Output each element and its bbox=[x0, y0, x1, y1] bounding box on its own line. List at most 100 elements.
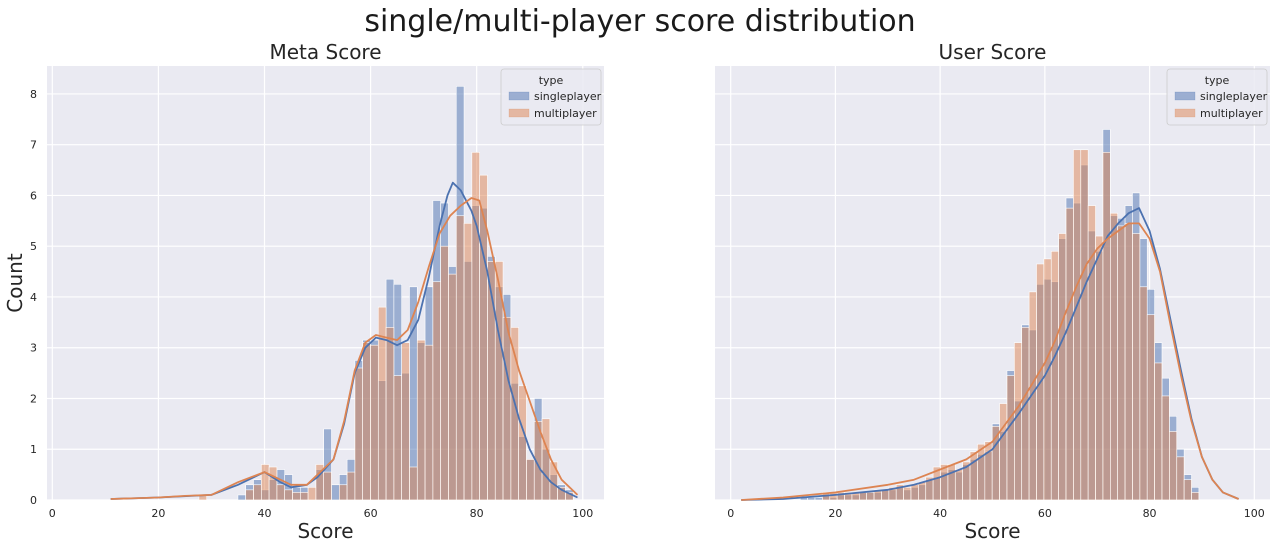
legend-swatch-singleplayer bbox=[508, 91, 530, 101]
histogram-bar-multiplayer bbox=[1191, 492, 1200, 501]
histogram-bar-multiplayer bbox=[448, 273, 457, 501]
shared-y-axis-label: Count bbox=[3, 253, 27, 313]
x-tick-label: 40 bbox=[257, 507, 271, 520]
kde-line-multiplayer bbox=[741, 222, 1239, 501]
histogram-bar-multiplayer bbox=[918, 481, 927, 501]
y-tick-label: 5 bbox=[30, 240, 37, 253]
histogram-bar-multiplayer bbox=[541, 418, 551, 501]
histogram-bar-multiplayer bbox=[471, 151, 480, 501]
x-tick-label: 0 bbox=[727, 507, 734, 520]
histogram-bar-multiplayer bbox=[300, 492, 309, 501]
histogram-bar-multiplayer bbox=[1080, 149, 1089, 501]
histogram-bar-multiplayer bbox=[284, 489, 293, 501]
panel-title: Meta Score bbox=[269, 40, 381, 64]
histogram-bar-multiplayer bbox=[1183, 479, 1192, 501]
histogram-bar-multiplayer bbox=[245, 489, 254, 501]
x-tick-label: 0 bbox=[49, 507, 56, 520]
histogram-bar-multiplayer bbox=[1146, 314, 1155, 501]
y-tick-label: 2 bbox=[30, 392, 37, 405]
legend-label-multiplayer: multiplayer bbox=[534, 107, 597, 120]
histogram-bar-multiplayer bbox=[385, 327, 395, 501]
histogram-bar-multiplayer bbox=[261, 464, 270, 501]
histogram-bar-multiplayer bbox=[1161, 395, 1170, 501]
histogram-bar-multiplayer bbox=[292, 492, 301, 501]
histogram-bar-singleplayer bbox=[331, 484, 340, 501]
histogram-bar-multiplayer bbox=[1006, 375, 1015, 501]
x-tick-label: 80 bbox=[1143, 507, 1157, 520]
x-tick-label: 100 bbox=[1244, 507, 1265, 520]
histogram-bar-multiplayer bbox=[401, 342, 410, 501]
kde-line-singleplayer bbox=[110, 181, 578, 500]
y-tick-label: 0 bbox=[30, 494, 37, 507]
histogram-bar-multiplayer bbox=[1014, 342, 1023, 501]
meta-score-panel: 0 20 40 60 80 100 0 1 2 3 4 5 6 7 8 Meta Score Score type… bbox=[30, 40, 604, 543]
histogram-bar-multiplayer bbox=[954, 469, 963, 501]
histogram-bar-multiplayer bbox=[947, 464, 956, 501]
x-tick-label: 60 bbox=[364, 507, 378, 520]
y-tick-label: 1 bbox=[30, 443, 37, 456]
histogram-bar-multiplayer bbox=[1058, 233, 1067, 501]
histogram-bar-multiplayer bbox=[526, 459, 535, 501]
x-tick-label: 80 bbox=[470, 507, 484, 520]
histogram-bar-multiplayer bbox=[354, 367, 363, 501]
histogram-bar-multiplayer bbox=[1169, 431, 1178, 501]
histogram-bar-multiplayer bbox=[338, 484, 348, 501]
x-tick-label: 20 bbox=[828, 507, 842, 520]
histogram-bar-multiplayer bbox=[276, 484, 286, 501]
histogram-bar-multiplayer bbox=[1176, 456, 1185, 501]
user-score-panel: 0 20 40 60 80 100 User Score Score type singlepla… bbox=[715, 40, 1270, 543]
histogram-bar-multiplayer bbox=[440, 245, 449, 501]
histogram-bar-multiplayer bbox=[1065, 207, 1074, 501]
histogram-bar-multiplayer bbox=[409, 466, 418, 501]
histogram-bar-multiplayer bbox=[1073, 149, 1082, 501]
histogram-bar-multiplayer bbox=[518, 385, 527, 501]
legend-title: type bbox=[539, 74, 564, 87]
histogram-bar-multiplayer bbox=[323, 471, 332, 501]
histogram-bar-multiplayer bbox=[881, 489, 890, 501]
histogram-bar-multiplayer bbox=[424, 344, 434, 501]
histogram-bar-multiplayer bbox=[858, 492, 867, 501]
histogram-bar-multiplayer bbox=[1124, 223, 1133, 501]
histogram-bar-multiplayer bbox=[910, 484, 919, 501]
histogram-bar-multiplayer bbox=[1110, 212, 1118, 501]
x-tick-label: 20 bbox=[151, 507, 165, 520]
histogram-bar-multiplayer bbox=[370, 344, 379, 501]
legend-swatch-singleplayer bbox=[1174, 91, 1196, 101]
histogram-bar-multiplayer bbox=[502, 316, 512, 501]
y-tick-label: 8 bbox=[30, 88, 37, 101]
y-tick-label: 6 bbox=[30, 189, 37, 202]
histogram-bar-multiplayer bbox=[346, 471, 356, 501]
histogram-bar-multiplayer bbox=[1139, 286, 1148, 501]
x-axis-label: Score bbox=[297, 519, 353, 543]
histogram-bar-multiplayer bbox=[253, 484, 262, 501]
histogram-bar-multiplayer bbox=[463, 223, 473, 501]
histogram-bar-multiplayer bbox=[1021, 327, 1030, 501]
histogram-bar-multiplayer bbox=[416, 339, 426, 501]
figure-suptitle: single/multi-player score distribution bbox=[364, 4, 915, 39]
legend-title: type bbox=[1205, 74, 1230, 87]
legend-label-multiplayer: multiplayer bbox=[1200, 107, 1263, 120]
histogram-bar-multiplayer bbox=[969, 451, 978, 501]
histogram-bar-multiplayer bbox=[432, 281, 441, 501]
histogram-bar-multiplayer bbox=[307, 487, 317, 501]
histogram-bar-multiplayer bbox=[362, 342, 371, 501]
histogram-bar-multiplayer bbox=[977, 443, 986, 501]
histogram-bar-multiplayer bbox=[999, 403, 1008, 501]
x-tick-label: 60 bbox=[1038, 507, 1052, 520]
histogram-bar-multiplayer bbox=[1117, 225, 1126, 501]
panel-title: User Score bbox=[939, 40, 1047, 64]
histogram-bar-multiplayer bbox=[1095, 235, 1104, 501]
y-tick-label: 7 bbox=[30, 139, 37, 152]
y-tick-label: 3 bbox=[30, 342, 37, 355]
histogram-bar-singleplayer bbox=[814, 497, 823, 501]
histogram-bar-singleplayer bbox=[237, 494, 247, 501]
histogram-bar-multiplayer bbox=[455, 215, 465, 501]
histogram-bar-multiplayer bbox=[866, 492, 875, 501]
histogram-bar-multiplayer bbox=[1087, 205, 1096, 501]
histogram-bar-multiplayer bbox=[1154, 362, 1163, 501]
x-tick-label: 100 bbox=[572, 507, 593, 520]
y-tick-label: 4 bbox=[30, 291, 37, 304]
legend-label-singleplayer: singleplayer bbox=[1200, 90, 1268, 103]
kde-line-multiplayer bbox=[110, 197, 579, 500]
histogram-bar-multiplayer bbox=[903, 487, 912, 501]
